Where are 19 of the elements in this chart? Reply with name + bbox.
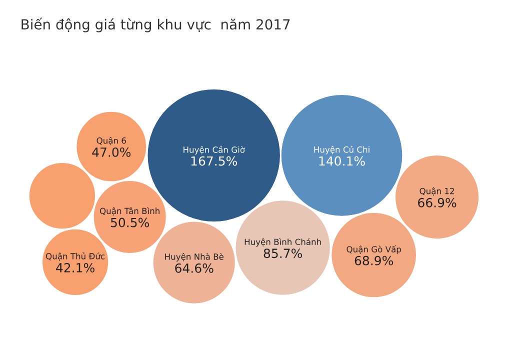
data-label: 50.5% [110, 218, 149, 228]
category-label: Quận Tân Bình [100, 207, 160, 216]
category-label: Huyện Cần Giờ [184, 146, 245, 154]
data-label: 68.9% [354, 256, 394, 266]
category-label: Huyện Bình Chánh [244, 238, 321, 247]
category-label: Quận Thủ Đức [46, 252, 105, 261]
data-label: 47.0% [92, 147, 131, 157]
data-label: 66.9% [418, 198, 456, 208]
category-label: Huyện Củ Chi [314, 146, 370, 154]
category-label: Quận 6 [96, 136, 126, 146]
data-label: 167.5% [191, 156, 238, 166]
category-label: Quận Gò Vấp [346, 245, 401, 254]
text: Biến động giá từng khu vực năm 2017 [22, 18, 290, 32]
data-label: 85.7% [264, 248, 302, 258]
data-label: 64.6% [175, 263, 214, 273]
category-label: Quận 12 [420, 187, 454, 196]
data-label: 42.1% [56, 263, 94, 272]
category-label: Huyện Nhà Bè [165, 253, 224, 262]
data-label: 140.1% [319, 156, 365, 166]
